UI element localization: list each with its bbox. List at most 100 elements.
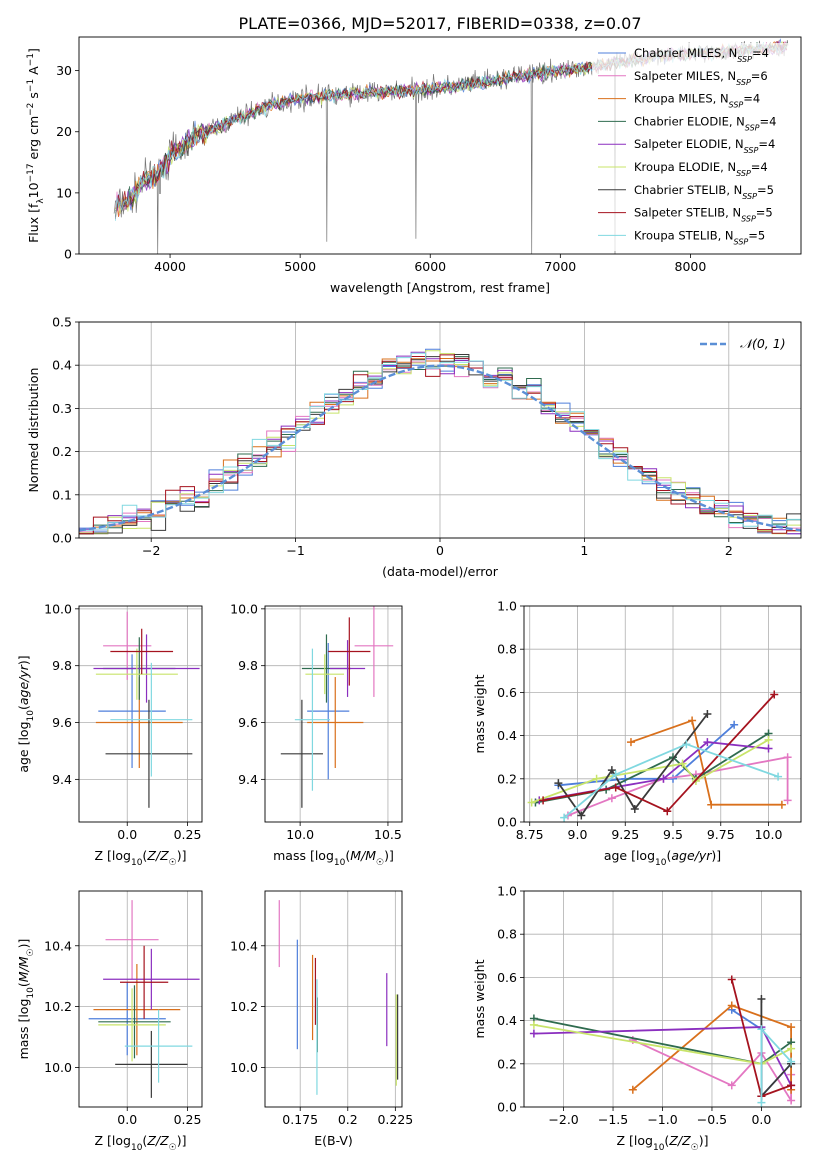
data-point-marker (663, 807, 672, 816)
data-point-marker (628, 1085, 637, 1094)
data-point-marker (787, 1044, 796, 1053)
data-point-marker (727, 975, 736, 984)
x-tick-label: 0.0 (117, 827, 137, 842)
y-tick-label: 0.4 (52, 358, 72, 373)
y-tick-label: 0.1 (52, 487, 72, 502)
y-tick-label: 9.4 (52, 772, 72, 787)
errorbar-kroupa-stelib (294, 648, 330, 791)
x-tick-label: 9.25 (611, 827, 639, 842)
errorbar-salpeter-stelib (120, 945, 169, 1019)
legend-label-chabrier-elodie: Chabrier ELODIE, NSSP=4 (634, 114, 776, 131)
y-tick-label: 10.4 (230, 938, 258, 953)
x-tick-label: 0.225 (377, 1112, 413, 1127)
errorbar-salpeter-miles (105, 900, 159, 980)
massweight-vs-Z-plot-area (529, 975, 796, 1107)
errorbar-kroupa-elodie (95, 648, 178, 700)
data-point-marker (659, 774, 668, 783)
errorbar-kroupa-stelib (124, 1009, 193, 1083)
data-point-marker (727, 1001, 736, 1010)
mass-vs-Z-frame (78, 890, 203, 1108)
errorbar-salpeter-stelib (110, 628, 174, 675)
errorbar-kroupa-elodie (305, 654, 345, 695)
mass-vs-EBV-plot-area (278, 900, 399, 1095)
mass-vs-Z-ticks: 0.0 0.25 10.0 10.2 10.4 (44, 891, 202, 1127)
spectrum-ticks: 4000 5000 6000 7000 8000 0 10 20 30 (56, 63, 706, 274)
x-tick-label: 0.175 (282, 1112, 318, 1127)
data-point-marker (539, 796, 548, 805)
y-axis-label: mass weight (472, 959, 487, 1038)
data-point-marker (607, 794, 616, 803)
mass-vs-EBV-ticks: 0.175 0.2 0.225 10.0 10.2 10.4 (230, 891, 413, 1127)
data-point-marker (777, 800, 786, 809)
series-chabrier-stelib (554, 710, 712, 820)
massweight-vs-age-frame (523, 605, 802, 823)
age-vs-Z-frame (78, 605, 203, 823)
legend-label-salpeter-elodie: Salpeter ELODIE, NSSP=4 (634, 137, 775, 155)
x-axis-label: Z [log10(Z/Z☉)] (617, 1133, 709, 1153)
y-tick-label: 0.6 (497, 970, 517, 985)
legend-label-chabrier-miles: Chabrier MILES, NSSP=4 (634, 46, 769, 64)
data-point-marker (787, 1023, 796, 1032)
y-tick-label: 10.0 (44, 1060, 72, 1075)
x-tick-label: 9.0 (568, 827, 588, 842)
mass-vs-EBV-panel: 0.175 0.2 0.225 10.0 10.2 10.4 E(B-V) (230, 890, 413, 1148)
x-tick-label: −2.0 (548, 1112, 578, 1127)
y-tick-label: 0.3 (52, 401, 72, 416)
y-tick-label: 9.8 (238, 658, 258, 673)
legend-background (592, 43, 796, 251)
data-point-marker (783, 753, 792, 762)
y-tick-label: 10.4 (44, 938, 72, 953)
data-point-marker (703, 738, 712, 747)
legend-label-kroupa-elodie: Kroupa ELODIE, NSSP=4 (634, 160, 768, 178)
legend-label-kroupa-stelib: Kroupa STELIB, NSSP=5 (634, 228, 765, 246)
age-vs-mass-ticks: 10.0 10.5 9.4 9.6 9.8 10.0 (230, 601, 402, 842)
massweight-vs-Z-ticks: −2.0 −1.5 −1.0 −0.5 0.0 0.0 0.2 0.4 0.6 0.8 1.0 (497, 884, 801, 1127)
residuals-legend: 𝒩(0, 1) (700, 336, 786, 351)
x-tick-label: 0 (436, 543, 444, 558)
age-vs-mass-panel: 10.0 10.5 9.4 9.6 9.8 10.0 mass [log10(M/M☉)] (230, 601, 403, 868)
series-line (630, 719, 782, 806)
y-tick-label: 0.8 (497, 642, 517, 657)
gaussian-curve (79, 364, 801, 532)
x-axis-label: (data-model)/error (382, 564, 499, 579)
series-chabrier-stelib (757, 995, 796, 1101)
y-tick-label: 9.6 (238, 715, 258, 730)
x-tick-label: −1.0 (647, 1112, 677, 1127)
x-tick-label: 4000 (154, 259, 186, 274)
x-tick-label: 0.25 (174, 1112, 202, 1127)
data-point-marker (764, 735, 773, 744)
series-line (557, 713, 709, 818)
spectrum-panel: 4000 5000 6000 7000 8000 0 10 20 30 Chabrier MILE… (26, 36, 802, 295)
data-point-marker (529, 1020, 538, 1029)
y-axis-label: age [log10(age/yr)] (16, 655, 36, 772)
data-point-marker (770, 690, 779, 699)
series-kroupa-stelib (560, 740, 783, 822)
x-axis-label: age [log10(age/yr)] (604, 848, 721, 868)
x-tick-label: 0.0 (751, 1112, 771, 1127)
series-line (567, 756, 789, 817)
data-point-marker (707, 800, 716, 809)
data-point-marker (630, 805, 639, 814)
series-salpeter-elodie (535, 738, 773, 805)
data-point-marker (611, 770, 620, 779)
data-point-marker (688, 716, 697, 725)
data-point-marker (554, 779, 563, 788)
y-tick-label: 9.6 (52, 715, 72, 730)
y-tick-label: 0.2 (52, 444, 72, 459)
series-line (760, 999, 792, 1099)
errorbar-chabrier-stelib (105, 699, 193, 808)
y-tick-label: 10 (56, 185, 72, 200)
massweight-vs-age-plot-area (527, 690, 792, 822)
series-line (563, 743, 779, 819)
y-tick-label: 0.0 (497, 1100, 517, 1115)
x-axis-label: Z [log10(Z/Z☉)] (95, 848, 187, 868)
age-vs-Z-panel: 0.0 0.25 9.4 9.6 9.8 10.0 Z [log10(Z/Z☉)] age [… (16, 601, 203, 868)
x-tick-label: 6000 (414, 259, 446, 274)
x-tick-label: 10.0 (755, 827, 783, 842)
data-point-marker (757, 995, 766, 1003)
errorbar-kroupa-miles (93, 964, 181, 1056)
x-tick-label: −1.5 (598, 1112, 628, 1127)
x-tick-label: 10.5 (374, 827, 402, 842)
data-point-marker (703, 710, 712, 718)
y-axis-label: mass weight (472, 674, 487, 753)
